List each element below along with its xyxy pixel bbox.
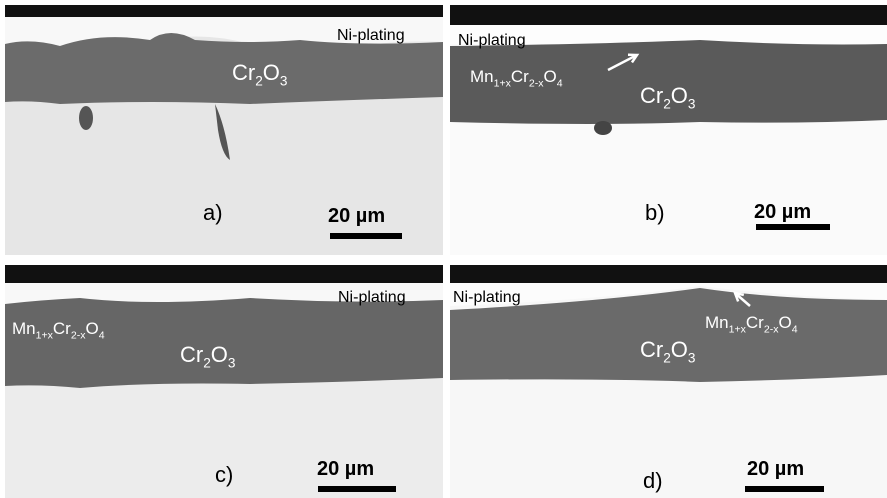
panel-label: d) xyxy=(643,468,663,493)
subscript: 2 xyxy=(663,97,671,112)
formula-part: Mn xyxy=(470,67,494,86)
subscript: 3 xyxy=(228,356,236,371)
subscript: 4 xyxy=(557,77,563,89)
formula-part: O xyxy=(671,83,688,108)
panel-label: c) xyxy=(215,462,233,487)
formula-part: Cr xyxy=(511,67,529,86)
scale-bar xyxy=(745,486,824,492)
formula-part: Cr xyxy=(746,313,764,332)
formula-part: O xyxy=(263,60,280,85)
ni-plating-label: Ni-plating xyxy=(337,27,405,44)
formula-part: O xyxy=(211,342,228,367)
subscript: 4 xyxy=(792,323,798,335)
subscript: 2-x xyxy=(764,323,779,335)
subscript: 1+x xyxy=(36,329,54,341)
formula-part: Cr xyxy=(232,60,255,85)
subscript: 2-x xyxy=(529,77,544,89)
formula-part: Cr xyxy=(640,83,663,108)
scale-bar xyxy=(756,224,830,230)
formula-part: Cr xyxy=(640,337,663,362)
ni-plating-label: Ni-plating xyxy=(458,32,526,49)
formula-part: O xyxy=(86,319,99,338)
formula-part: O xyxy=(544,67,557,86)
formula-part: Mn xyxy=(705,313,729,332)
subscript: 3 xyxy=(688,97,696,112)
subscript: 1+x xyxy=(494,77,512,89)
scale-bar-label: 20 µm xyxy=(754,201,811,223)
panel-label: b) xyxy=(645,200,665,225)
subscript: 2-x xyxy=(71,329,86,341)
spinel-label: Mn1+xCr2-xO4 xyxy=(705,313,798,335)
formula-part: O xyxy=(779,313,792,332)
scale-bar-label: 20 µm xyxy=(747,458,804,480)
formula-part: Cr xyxy=(53,319,71,338)
panel-label: a) xyxy=(203,200,223,225)
ni-plating-label: Ni-plating xyxy=(453,289,521,306)
subscript: 2 xyxy=(255,74,263,89)
subscript: 3 xyxy=(688,351,696,366)
subscript: 2 xyxy=(663,351,671,366)
scale-bar xyxy=(330,233,402,239)
spinel-label: Mn1+xCr2-xO4 xyxy=(12,319,105,341)
formula-part: O xyxy=(671,337,688,362)
scale-bar-label: 20 µm xyxy=(328,205,385,227)
scale-bar-label: 20 µm xyxy=(317,458,374,480)
subscript: 1+x xyxy=(729,323,747,335)
subscript: 3 xyxy=(280,74,288,89)
spinel-label: Mn1+xCr2-xO4 xyxy=(470,67,563,89)
ni-plating-label: Ni-plating xyxy=(338,289,406,306)
figure: Ni-platingCr2O3a)20 µmNi-platingCr2O3Mn1… xyxy=(0,0,887,498)
formula-part: Mn xyxy=(12,319,36,338)
subscript: 2 xyxy=(203,356,211,371)
subscript: 4 xyxy=(99,329,105,341)
formula-part: Cr xyxy=(180,342,203,367)
scale-bar xyxy=(318,486,396,492)
